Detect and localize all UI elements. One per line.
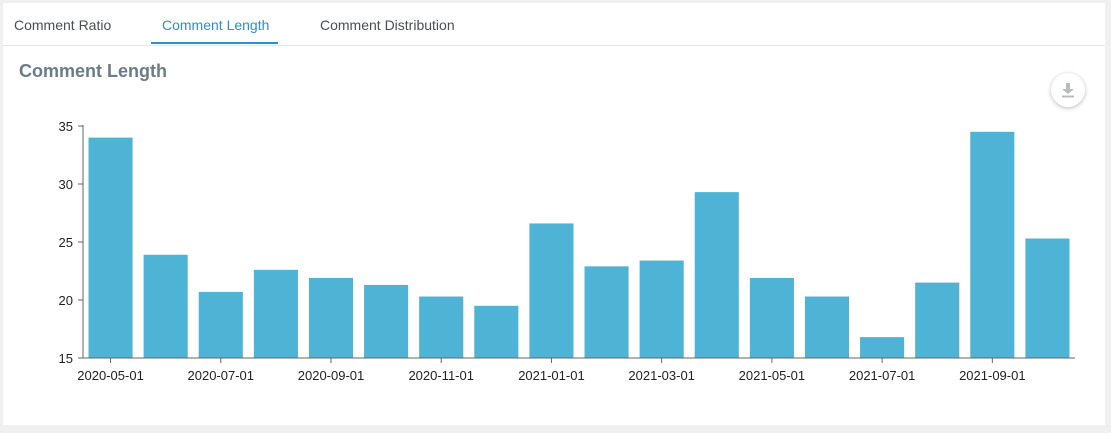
download-button[interactable] bbox=[1051, 73, 1085, 107]
bar-2020-06-01 bbox=[143, 254, 188, 358]
x-tick-label-2020-05-01: 2020-05-01 bbox=[77, 368, 144, 383]
bar-2020-09-01 bbox=[308, 277, 354, 358]
x-tick-label-2020-09-01: 2020-09-01 bbox=[298, 368, 365, 383]
x-tick-label-2020-11-01: 2020-11-01 bbox=[408, 368, 474, 383]
bar-2020-05-01 bbox=[88, 137, 133, 358]
bar-2020-08-01 bbox=[253, 269, 298, 358]
tab-comment-ratio[interactable]: Comment Ratio bbox=[14, 17, 112, 33]
y-tick-label-20: 20 bbox=[59, 293, 73, 308]
x-tick-label-2021-05-01: 2021-05-01 bbox=[739, 368, 806, 383]
bar-2020-07-01 bbox=[198, 291, 243, 358]
download-icon bbox=[1062, 83, 1074, 98]
bar-2020-11-01 bbox=[419, 296, 464, 358]
tab-comment-length[interactable]: Comment Length bbox=[162, 17, 270, 33]
bar-2021-07-01 bbox=[860, 337, 905, 358]
x-tick-label-2021-03-01: 2021-03-01 bbox=[628, 368, 695, 383]
bar-2020-10-01 bbox=[364, 284, 409, 358]
y-tick-label-35: 35 bbox=[59, 119, 73, 134]
x-tick-label-2021-09-01: 2021-09-01 bbox=[959, 368, 1026, 383]
tab-bar: Comment Ratio Comment Length Comment Dis… bbox=[3, 3, 1105, 46]
tab-comment-distribution[interactable]: Comment Distribution bbox=[320, 17, 455, 33]
x-tick-label-2021-01-01: 2021-01-01 bbox=[518, 368, 585, 383]
x-tick-label-2021-07-01: 2021-07-01 bbox=[849, 368, 916, 383]
active-tab-indicator bbox=[151, 42, 278, 44]
bar-2020-12-01 bbox=[474, 305, 519, 358]
x-tick-label-2020-07-01: 2020-07-01 bbox=[188, 368, 255, 383]
y-tick-label-15: 15 bbox=[59, 351, 73, 366]
bar-2021-05-01 bbox=[749, 277, 794, 358]
bar-2021-08-01 bbox=[915, 282, 960, 358]
bar-2021-10-01 bbox=[1025, 238, 1070, 358]
section-title: Comment Length bbox=[19, 61, 167, 81]
bar-2021-06-01 bbox=[804, 296, 850, 358]
bar-2021-03-01 bbox=[639, 260, 684, 358]
bar-2021-01-01 bbox=[529, 223, 574, 358]
y-tick-label-25: 25 bbox=[59, 235, 73, 250]
bar-2021-04-01 bbox=[694, 192, 739, 358]
bar-2021-09-01 bbox=[970, 131, 1015, 358]
bar-2021-02-01 bbox=[584, 266, 629, 358]
y-tick-label-30: 30 bbox=[59, 177, 73, 192]
